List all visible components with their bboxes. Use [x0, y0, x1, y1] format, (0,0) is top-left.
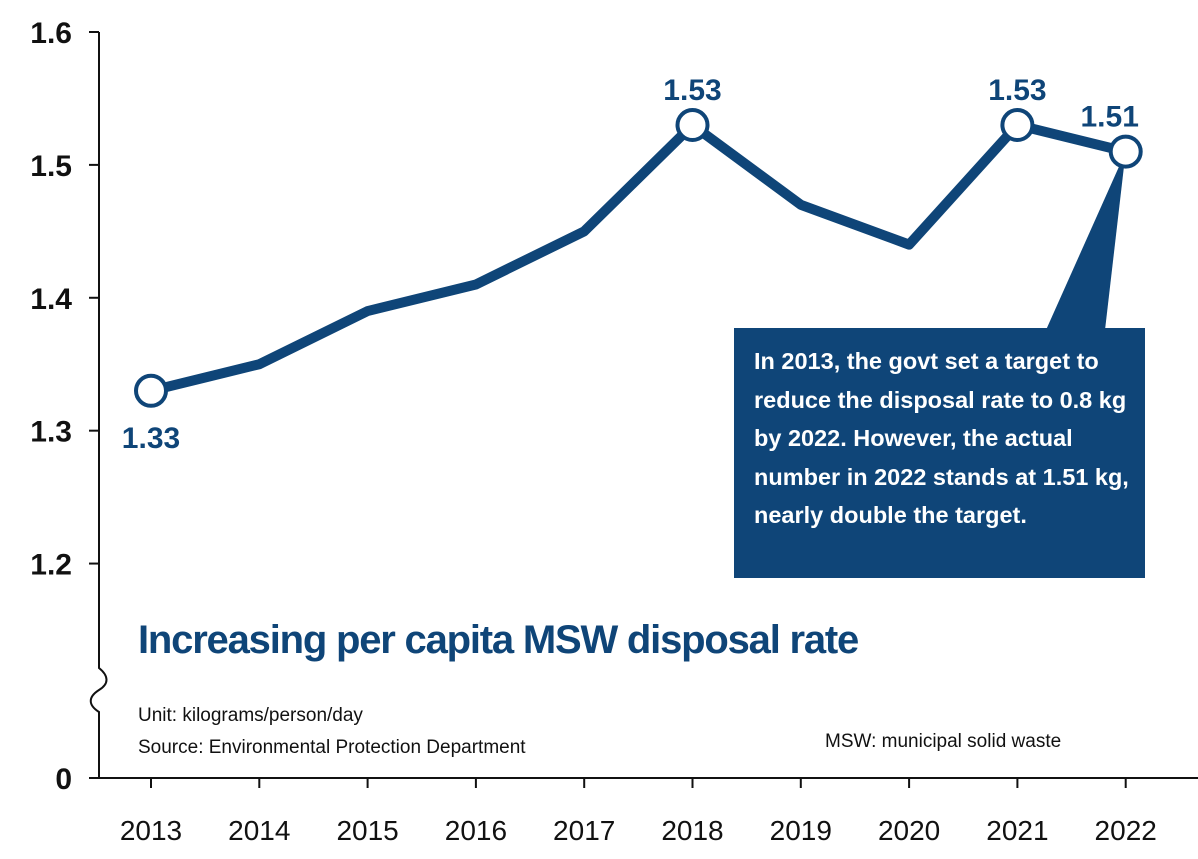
data-labels: 1.33 1.53 1.53 1.51 — [122, 74, 1139, 455]
callout-pointer — [1046, 151, 1126, 330]
y-tick-label: 0 — [55, 763, 72, 796]
chart-title: Increasing per capita MSW disposal rate — [138, 618, 859, 662]
x-tick-label: 2019 — [770, 815, 832, 846]
data-label: 1.51 — [1081, 101, 1139, 134]
y-tick-label: 1.6 — [30, 17, 72, 50]
point-markers — [134, 108, 1143, 408]
unit-note: Unit: kilograms/person/day — [138, 705, 363, 726]
y-tick-label: 1.5 — [30, 150, 72, 183]
series-polyline — [146, 120, 1131, 396]
data-point-marker — [675, 108, 710, 143]
y-axis-line — [89, 32, 108, 778]
x-axis-ticks: 2013 2014 2015 2016 2017 2018 2019 2020 2021 2022 — [120, 778, 1157, 846]
data-label: 1.53 — [988, 74, 1046, 107]
x-tick-label: 2013 — [120, 815, 182, 846]
annotation-callout: In 2013, the govt set a target to reduce… — [734, 328, 1145, 578]
x-tick-label: 2016 — [445, 815, 507, 846]
series-line — [146, 120, 1131, 396]
x-tick-label: 2017 — [553, 815, 615, 846]
data-label: 1.53 — [663, 74, 721, 107]
x-tick-label: 2021 — [986, 815, 1048, 846]
y-axis-ticks: 0 1.2 1.3 1.4 1.5 1.6 — [30, 17, 99, 796]
source-note: Source: Environmental Protection Departm… — [138, 737, 526, 758]
abbreviation-note: MSW: municipal solid waste — [825, 731, 1062, 752]
x-tick-label: 2014 — [228, 815, 290, 846]
data-point-marker — [1108, 134, 1143, 169]
data-label: 1.33 — [122, 422, 180, 455]
x-tick-label: 2020 — [878, 815, 940, 846]
y-tick-label: 1.4 — [30, 283, 72, 316]
x-tick-label: 2015 — [336, 815, 398, 846]
x-tick-label: 2018 — [661, 815, 723, 846]
x-tick-label: 2022 — [1095, 815, 1157, 846]
y-tick-label: 1.3 — [30, 416, 72, 449]
axes — [89, 32, 1198, 779]
data-point-marker — [134, 373, 168, 408]
data-point-marker — [1000, 108, 1035, 143]
y-tick-label: 1.2 — [30, 549, 72, 582]
